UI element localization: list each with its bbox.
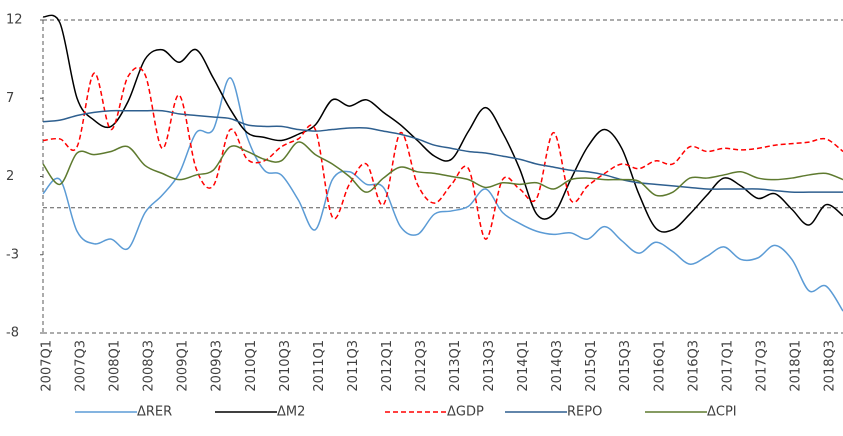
- series-line: [42, 141, 843, 197]
- x-tick-label: 2007Q3: [74, 340, 89, 392]
- legend-item: ΔM2: [215, 405, 305, 420]
- x-tick-label: 2016Q3: [686, 340, 701, 392]
- series-line: [42, 66, 843, 240]
- x-tick-label: 2016Q1: [652, 340, 667, 392]
- x-tick-label: 2011Q1: [312, 340, 327, 392]
- x-tick-label: 2009Q3: [210, 340, 225, 392]
- legend-item: ΔRER: [75, 405, 172, 420]
- legend-item: ΔCPI: [645, 405, 737, 420]
- legend-label: ΔRER: [137, 405, 172, 420]
- x-tick-label: 2008Q3: [142, 340, 157, 392]
- y-tick-label: -8: [6, 326, 19, 341]
- x-tick-label: 2011Q3: [346, 340, 361, 392]
- x-tick-label: 2009Q1: [176, 340, 191, 392]
- x-tick-label: 2017Q1: [720, 340, 735, 392]
- y-tick-label: -3: [6, 247, 19, 262]
- x-tick-label: 2008Q1: [108, 340, 123, 392]
- series-line: [42, 14, 843, 233]
- x-tick-label: 2014Q1: [516, 340, 531, 392]
- x-tick-label: 2010Q1: [244, 340, 259, 392]
- legend-item: ΔGDP: [385, 405, 484, 420]
- x-tick-label: 2017Q3: [754, 340, 769, 392]
- series-line: [42, 109, 843, 194]
- y-tick-label: 12: [6, 13, 23, 28]
- y-tick-label: 7: [6, 91, 14, 106]
- series-line: [42, 77, 843, 312]
- legend-label: ΔCPI: [707, 405, 737, 420]
- x-tick-label: 2015Q1: [584, 340, 599, 392]
- x-tick-label: 2018Q1: [788, 340, 803, 392]
- x-tick-label: 2013Q3: [482, 340, 497, 392]
- x-tick-label: 2010Q3: [278, 340, 293, 392]
- x-tick-label: 2013Q1: [448, 340, 463, 392]
- x-tick-label: 2018Q3: [822, 340, 837, 392]
- legend-label: REPO: [567, 405, 602, 420]
- x-tick-label: 2015Q3: [618, 340, 633, 392]
- legend-label: ΔM2: [277, 405, 305, 420]
- x-tick-label: 2014Q3: [550, 340, 565, 392]
- legend-item: REPO: [505, 405, 602, 420]
- legend-label: ΔGDP: [447, 405, 484, 420]
- x-tick-label: 2007Q1: [40, 340, 55, 392]
- x-tick-label: 2012Q1: [380, 340, 395, 392]
- x-tick-label: 2012Q3: [414, 340, 429, 392]
- y-tick-label: 2: [6, 169, 14, 184]
